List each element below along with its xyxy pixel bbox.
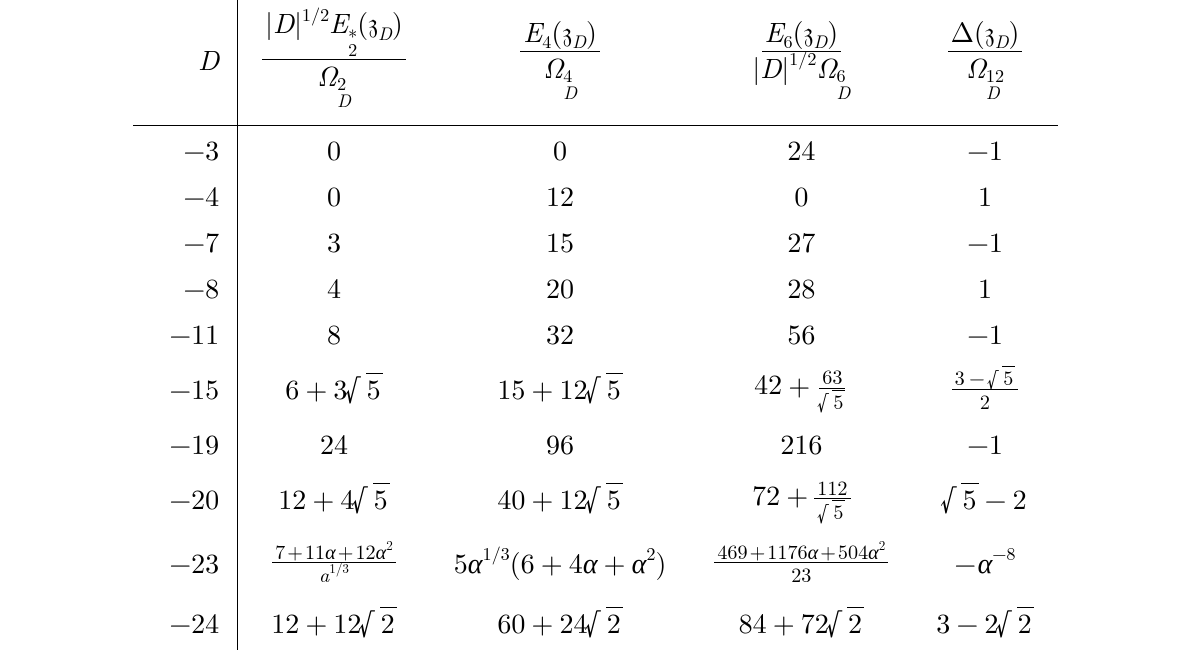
cell-c4: −1 [912, 125, 1057, 172]
cell-c3: 56 [690, 310, 912, 356]
cell-c1: 6+35 [238, 356, 430, 420]
cell-c4: −1 [912, 420, 1057, 466]
cell-c2: 12 [430, 172, 691, 218]
table-row: −8 4 20 28 1 [133, 264, 1057, 310]
cell-c3: 469+1176α+504α2 23 [690, 530, 912, 594]
cell-c2: 15+125 [430, 356, 691, 420]
table-body: −3 0 0 24 −1 −4 0 12 0 1 −7 3 15 27 −1 −… [133, 125, 1057, 649]
table-row: −20 12+45 40+125 72+1125 5−2 [133, 466, 1057, 530]
cell-D: −20 [133, 466, 237, 530]
cell-D: −11 [133, 310, 237, 356]
table-row: −4 0 12 0 1 [133, 172, 1057, 218]
cell-c2: 40+125 [430, 466, 691, 530]
cell-D: −3 [133, 125, 237, 172]
cell-c1: 0 [238, 172, 430, 218]
cell-c1: 12+45 [238, 466, 430, 530]
cell-D: −4 [133, 172, 237, 218]
cell-c4: −α−8 [912, 530, 1057, 594]
cell-c4: 1 [912, 172, 1057, 218]
cell-D: −15 [133, 356, 237, 420]
cell-c4: −1 [912, 218, 1057, 264]
table-row: −15 6+35 15+125 42+635 3−52 [133, 356, 1057, 420]
table-header-row: D |D|1/2E∗2(𝔷D) Ω2D E4(𝔷D) Ω4D E6(𝔷D [133, 0, 1057, 125]
cell-c4: 3−22 [912, 594, 1057, 650]
cell-c3: 24 [690, 125, 912, 172]
header-col2: E4(𝔷D) Ω4D [430, 0, 691, 125]
cell-c2: 20 [430, 264, 691, 310]
header-col1: |D|1/2E∗2(𝔷D) Ω2D [238, 0, 430, 125]
table-row: −3 0 0 24 −1 [133, 125, 1057, 172]
cell-c3: 84+722 [690, 594, 912, 650]
cell-c3: 0 [690, 172, 912, 218]
cell-c1: 12+122 [238, 594, 430, 650]
table-row: −7 3 15 27 −1 [133, 218, 1057, 264]
header-D: D [133, 0, 237, 125]
cell-D: −23 [133, 530, 237, 594]
cell-c2: 5α1/3(6+4α+α2) [430, 530, 691, 594]
header-col3: E6(𝔷D) |D|1/2Ω6D [690, 0, 912, 125]
cell-c4: −1 [912, 310, 1057, 356]
cell-c3: 216 [690, 420, 912, 466]
cell-D: −7 [133, 218, 237, 264]
cell-c2: 32 [430, 310, 691, 356]
cell-c4: 5−2 [912, 466, 1057, 530]
cell-c4: 3−52 [912, 356, 1057, 420]
cell-D: −19 [133, 420, 237, 466]
table-row: −24 12+122 60+242 84+722 3−22 [133, 594, 1057, 650]
cell-c4: 1 [912, 264, 1057, 310]
cell-c2: 96 [430, 420, 691, 466]
table-row: −23 7+11α+12α2 a1/3 5α1/3(6+4α+α2) 469+1… [133, 530, 1057, 594]
cell-D: −24 [133, 594, 237, 650]
cell-c3: 72+1125 [690, 466, 912, 530]
cm-values-table: D |D|1/2E∗2(𝔷D) Ω2D E4(𝔷D) Ω4D E6(𝔷D [133, 0, 1057, 650]
cell-c1: 24 [238, 420, 430, 466]
cell-c1: 3 [238, 218, 430, 264]
cell-c3: 27 [690, 218, 912, 264]
table-row: −11 8 32 56 −1 [133, 310, 1057, 356]
cell-c2: 0 [430, 125, 691, 172]
cell-c1: 7+11α+12α2 a1/3 [238, 530, 430, 594]
cell-c1: 8 [238, 310, 430, 356]
cell-c3: 42+635 [690, 356, 912, 420]
header-D-label: D [198, 45, 219, 73]
cell-D: −8 [133, 264, 237, 310]
cell-c2: 60+242 [430, 594, 691, 650]
table-row: −19 24 96 216 −1 [133, 420, 1057, 466]
cell-c1: 0 [238, 125, 430, 172]
cell-c3: 28 [690, 264, 912, 310]
cell-c1: 4 [238, 264, 430, 310]
cell-c2: 15 [430, 218, 691, 264]
header-col4: Δ(𝔷D) Ω12D [912, 0, 1057, 125]
page: D |D|1/2E∗2(𝔷D) Ω2D E4(𝔷D) Ω4D E6(𝔷D [0, 0, 1191, 643]
